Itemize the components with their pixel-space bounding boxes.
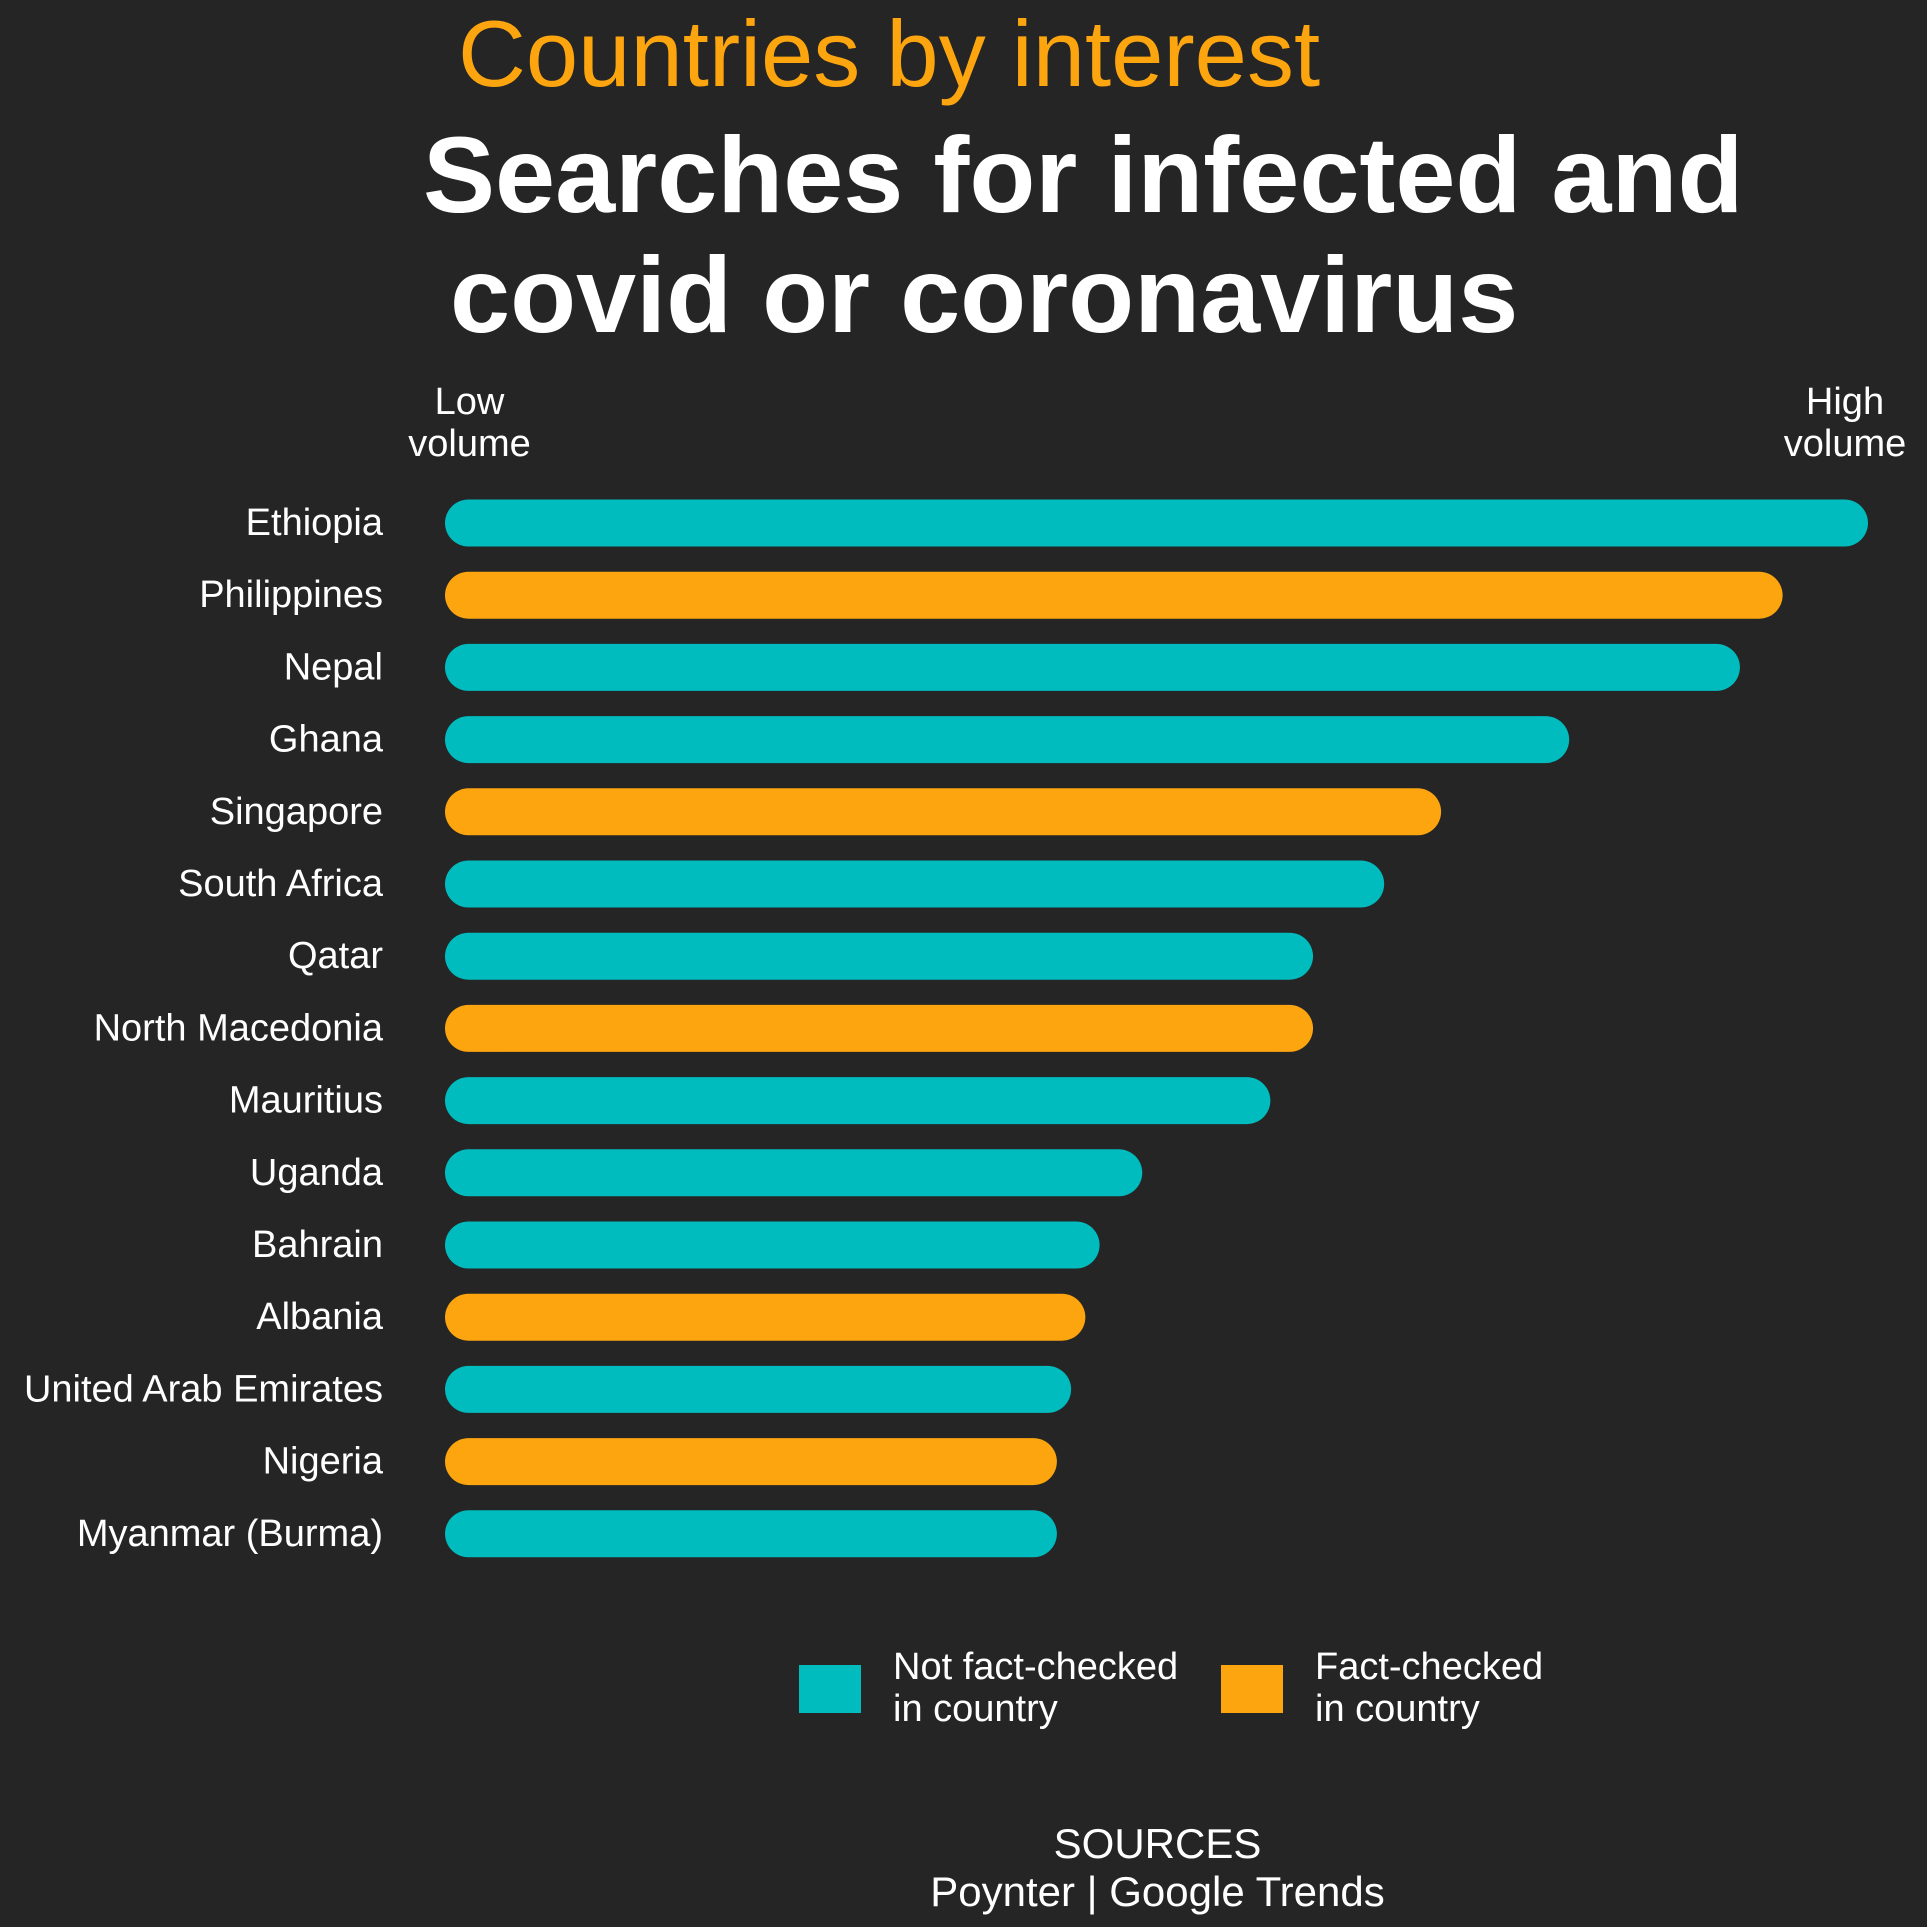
scale-low-line-2: volume	[408, 423, 531, 465]
category-label-nepal: Nepal	[284, 646, 383, 688]
legend-label-not-fact-checked-line-2: in country	[893, 1688, 1058, 1730]
scale-high-line-1: High	[1805, 381, 1885, 423]
scale-low-label: Low volume	[392, 381, 547, 465]
bar-mauritius	[445, 1077, 1271, 1125]
bar-myanmar-burma	[445, 1510, 1057, 1558]
sources-text: Poynter | Google Trends	[930, 1868, 1385, 1915]
category-label-myanmar-burma: Myanmar (Burma)	[77, 1513, 383, 1555]
legend-label-fact-checked-line-2: in country	[1315, 1688, 1480, 1730]
bar-nepal	[445, 643, 1740, 691]
chart-title-line-2: covid or coronavirus	[450, 234, 1519, 355]
bar-philippines	[445, 571, 1783, 619]
category-label-ghana: Ghana	[269, 719, 384, 761]
legend-swatch-not-fact-checked	[799, 1665, 861, 1713]
legend-label-fact-checked: Fact-checked in country	[1315, 1646, 1543, 1730]
category-label-mauritius: Mauritius	[229, 1080, 383, 1122]
bar-bahrain	[445, 1221, 1100, 1269]
category-label-bahrain: Bahrain	[252, 1224, 383, 1266]
chart-title-line-1: Searches for infected and	[423, 114, 1744, 235]
bar-uganda	[445, 1149, 1143, 1197]
bar-south-africa	[445, 860, 1385, 908]
bar-ethiopia	[445, 499, 1868, 547]
bar-north-macedonia	[445, 1004, 1314, 1052]
category-label-nigeria: Nigeria	[263, 1441, 384, 1483]
category-label-qatar: Qatar	[288, 935, 383, 977]
legend-label-not-fact-checked-line-1: Not fact-checked	[893, 1646, 1179, 1688]
legend-label-fact-checked-line-1: Fact-checked	[1315, 1646, 1544, 1688]
category-label-uganda: Uganda	[250, 1152, 384, 1194]
bar-qatar	[445, 932, 1314, 980]
bar-nigeria	[445, 1438, 1057, 1486]
category-label-north-macedonia: North Macedonia	[94, 1007, 384, 1049]
legend-label-not-fact-checked: Not fact-checked in country	[893, 1646, 1178, 1730]
category-label-albania: Albania	[256, 1296, 384, 1338]
bar-united-arab-emirates	[445, 1365, 1072, 1413]
category-label-united-arab-emirates: United Arab Emirates	[24, 1368, 383, 1410]
category-label-philippines: Philippines	[199, 574, 383, 616]
scale-low-line-1: Low	[434, 381, 505, 423]
scale-high-line-2: volume	[1783, 423, 1907, 465]
bar-singapore	[445, 788, 1442, 836]
sources-heading: SOURCES	[1053, 1820, 1262, 1867]
category-label-south-africa: South Africa	[178, 863, 384, 905]
scale-high-label: High volume	[1765, 381, 1925, 465]
bar-albania	[445, 1293, 1086, 1341]
bar-chart: Ethiopia Philippines Nepal Ghana Singapore So…	[24, 499, 1868, 1558]
category-label-singapore: Singapore	[210, 791, 383, 833]
sources-note: SOURCES Poynter | Google Trends	[0, 1820, 1927, 1916]
chart-kicker: Countries by interest	[458, 1, 1321, 106]
category-label-ethiopia: Ethiopia	[246, 502, 384, 544]
bar-ghana	[445, 716, 1570, 764]
legend-swatch-fact-checked	[1221, 1665, 1283, 1713]
